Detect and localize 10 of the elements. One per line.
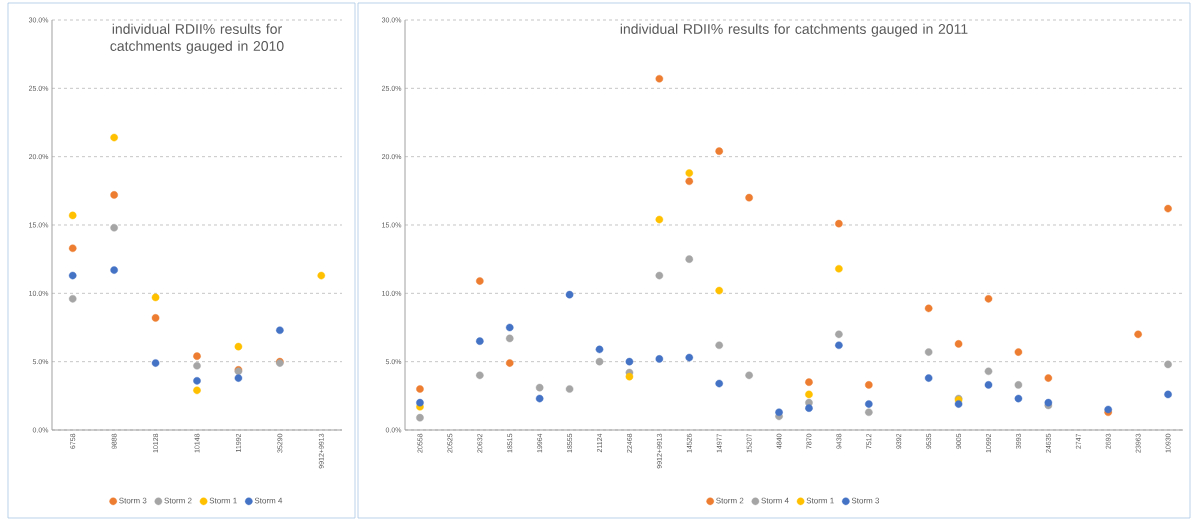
legend-label: Storm 3	[851, 497, 880, 504]
legend-label: Storm 4	[761, 497, 789, 504]
legend-label: Storm 2	[164, 497, 192, 504]
legend-label: Storm 3	[119, 497, 147, 504]
legend-label: Storm 1	[806, 497, 834, 504]
chart-title: individual RDII% results for catchments gauged in 2011	[620, 23, 968, 37]
legend-label: Storm 1	[209, 497, 237, 504]
legend-label: Storm 4	[254, 497, 283, 504]
text: individual RDII% results for catchments gauged in 2010	[110, 23, 284, 54]
legend-label: Storm 2	[716, 497, 744, 504]
